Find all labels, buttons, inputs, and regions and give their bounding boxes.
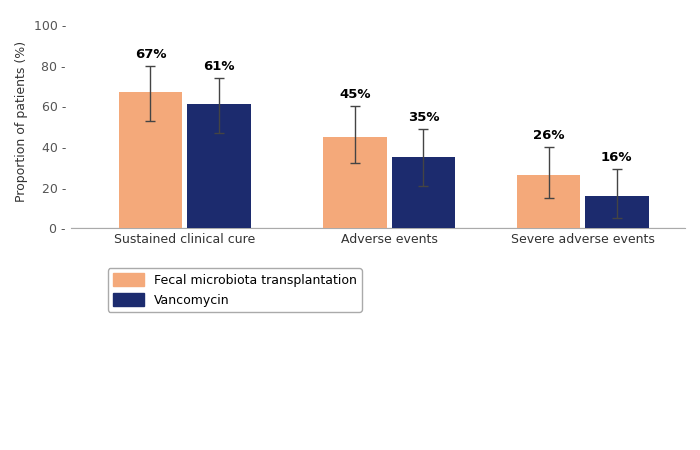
Text: 67%: 67%	[134, 48, 166, 61]
Text: 26%: 26%	[533, 129, 564, 142]
Bar	[323, 137, 387, 228]
Text: 35%: 35%	[407, 111, 439, 124]
Bar	[585, 196, 649, 228]
Bar	[118, 92, 182, 228]
Text: 16%: 16%	[601, 151, 633, 164]
Bar	[391, 157, 455, 228]
Bar	[517, 176, 580, 228]
Text: 61%: 61%	[203, 60, 235, 73]
Text: 45%: 45%	[340, 88, 371, 101]
Y-axis label: Proportion of patients (%): Proportion of patients (%)	[15, 41, 28, 202]
Bar	[187, 104, 251, 228]
Legend: Fecal microbiota transplantation, Vancomycin: Fecal microbiota transplantation, Vancom…	[108, 268, 362, 311]
